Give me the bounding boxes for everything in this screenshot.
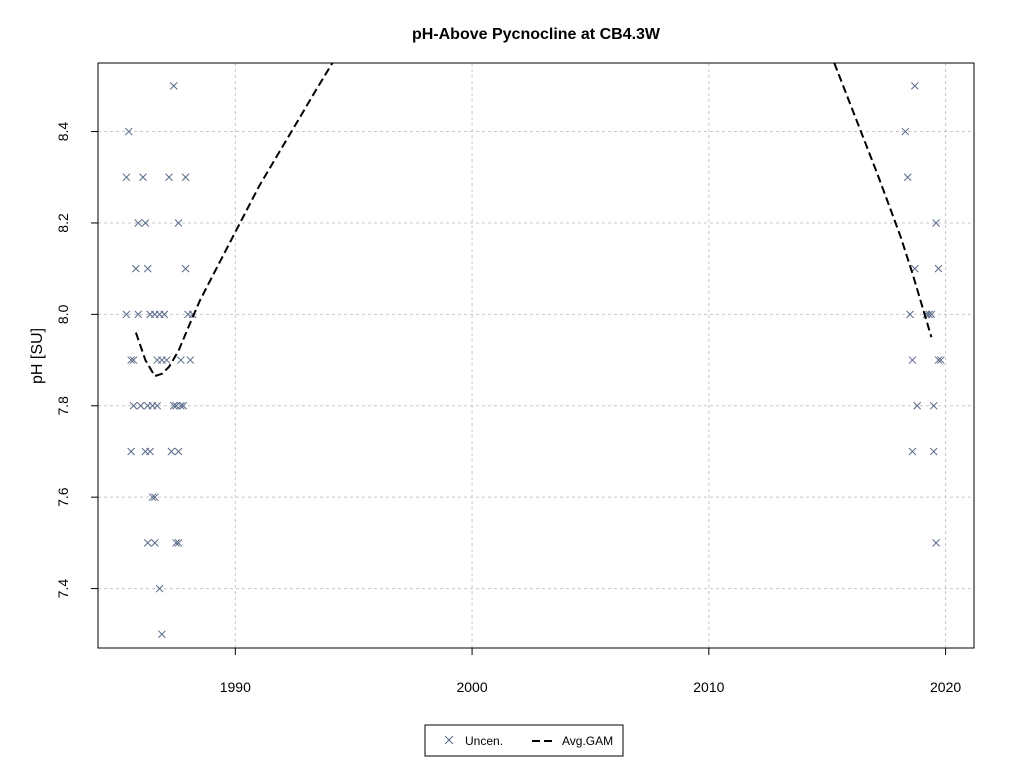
data-point xyxy=(937,356,945,364)
data-point xyxy=(127,447,135,456)
data-point xyxy=(186,356,195,364)
data-point xyxy=(906,310,914,319)
data-point xyxy=(932,219,940,227)
data-point xyxy=(910,81,919,90)
data-point xyxy=(127,356,135,364)
data-point xyxy=(179,401,188,410)
y-tick-label: 8.4 xyxy=(55,122,71,142)
data-point xyxy=(172,539,180,547)
data-point xyxy=(929,447,938,456)
data-point xyxy=(129,401,138,410)
gam-line-segment xyxy=(833,63,933,338)
data-point xyxy=(150,539,159,547)
data-point xyxy=(934,356,943,364)
plot-frame xyxy=(97,62,975,649)
data-point xyxy=(174,219,183,227)
data-point xyxy=(134,310,143,319)
data-point xyxy=(129,356,138,364)
y-tick-label: 7.8 xyxy=(55,396,71,416)
legend-label-gam: Avg.GAM xyxy=(562,734,613,748)
x-tick-label: 2010 xyxy=(693,679,724,695)
data-point xyxy=(141,219,150,227)
data-point xyxy=(925,310,933,319)
legend-label-uncen: Uncen. xyxy=(465,734,503,748)
data-point xyxy=(908,356,917,364)
data-point xyxy=(136,401,145,410)
data-point xyxy=(932,539,940,547)
legend-marker-uncen xyxy=(444,735,454,745)
data-point xyxy=(174,447,183,456)
gam-line-segment xyxy=(134,63,334,378)
y-tick-label: 7.4 xyxy=(55,579,71,599)
data-point xyxy=(132,264,140,273)
y-axis-title: pH [SU] xyxy=(29,328,46,384)
data-point xyxy=(124,127,133,136)
data-point xyxy=(134,219,143,227)
data-point xyxy=(139,173,147,182)
data-point xyxy=(122,310,131,319)
x-tick-label: 1990 xyxy=(220,679,251,695)
data-point xyxy=(934,264,943,273)
chart-title: pH-Above Pycnocline at CB4.3W xyxy=(412,26,661,43)
data-point xyxy=(167,447,176,456)
data-point xyxy=(177,401,185,410)
data-point xyxy=(150,493,159,502)
data-point xyxy=(160,310,169,319)
data-point xyxy=(158,630,166,639)
data-point xyxy=(927,310,936,319)
data-point xyxy=(143,539,152,547)
data-point xyxy=(908,447,917,456)
data-point xyxy=(901,127,910,136)
data-point xyxy=(122,173,131,182)
data-point xyxy=(929,401,938,410)
axes: 1990 2000 2010 2020 7.4 7.6 7.8 8.0 8.2 8.4 xyxy=(55,122,961,695)
y-tick-label: 7.6 xyxy=(55,487,71,507)
grid xyxy=(98,63,974,648)
data-point xyxy=(162,356,171,364)
data-point xyxy=(155,584,164,593)
data-point xyxy=(165,173,173,182)
data-point xyxy=(174,539,183,547)
legend-box xyxy=(424,724,624,757)
data-point xyxy=(143,401,152,410)
y-tick-label: 8.2 xyxy=(55,213,71,233)
scatter-points xyxy=(122,81,945,639)
x-tick-label: 2020 xyxy=(930,679,961,695)
data-point xyxy=(913,401,922,410)
data-point xyxy=(153,401,162,410)
data-point xyxy=(169,401,178,410)
data-point xyxy=(148,493,157,502)
data-point xyxy=(181,173,190,182)
data-point xyxy=(177,356,185,364)
data-point xyxy=(903,173,912,182)
data-point xyxy=(169,81,178,90)
data-point xyxy=(143,264,152,273)
gam-line xyxy=(134,63,933,378)
legend: Uncen. Avg.GAM xyxy=(424,724,624,757)
data-point xyxy=(181,264,190,273)
y-tick-label: 8.0 xyxy=(55,304,71,324)
data-point xyxy=(141,447,150,456)
x-tick-label: 2000 xyxy=(456,679,487,695)
